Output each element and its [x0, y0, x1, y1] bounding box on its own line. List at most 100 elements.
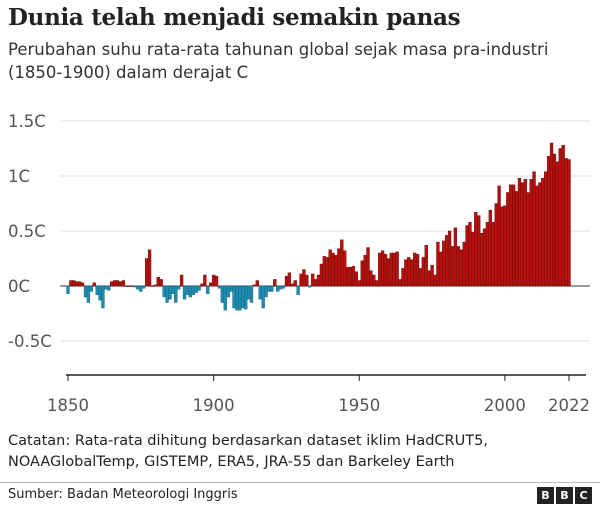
- bar-1940: [328, 249, 332, 287]
- x-axis: 1850 1900 1950 2000 2022: [47, 374, 590, 415]
- bar-1943: [337, 248, 341, 287]
- bar-1975: [430, 264, 434, 287]
- bar-2017: [552, 153, 557, 287]
- bar-1949: [354, 271, 359, 287]
- bar-1968: [410, 259, 414, 287]
- bar-1883: [162, 285, 166, 298]
- bar-1960: [386, 258, 391, 287]
- bar-1930: [299, 273, 303, 287]
- bar-1954: [369, 270, 373, 287]
- bar-1867: [115, 280, 120, 287]
- bar-1864: [107, 285, 111, 291]
- bar-1942: [334, 254, 338, 287]
- bar-1945: [343, 250, 347, 287]
- bar-1935: [313, 279, 318, 287]
- temperature-bar-chart: 1.5C 1C 0.5C 0C -0.5C 1850 1900 1950 2000 2022: [8, 112, 590, 415]
- bar-1929: [296, 285, 300, 296]
- bar-1922: [276, 285, 280, 292]
- bar-1994: [485, 221, 490, 287]
- bar-1990: [474, 212, 478, 287]
- bar-1893: [191, 285, 195, 296]
- bar-2004: [514, 191, 519, 287]
- bar-1948: [351, 266, 356, 287]
- bar-1952: [363, 254, 367, 287]
- bar-1995: [488, 209, 493, 287]
- bar-1872: [130, 285, 134, 287]
- bar-1996: [491, 221, 495, 287]
- bar-2008: [526, 192, 530, 287]
- bar-1984: [456, 246, 460, 287]
- bar-1892: [188, 285, 192, 298]
- bar-1974: [427, 270, 431, 287]
- bar-1888: [177, 285, 181, 290]
- bar-1851: [69, 280, 73, 287]
- bar-1856: [83, 285, 88, 298]
- bars: [66, 142, 571, 311]
- bar-1874: [136, 285, 140, 290]
- bar-1939: [325, 257, 329, 287]
- bar-1971: [418, 268, 423, 287]
- bar-1947: [348, 267, 353, 287]
- bar-1958: [380, 250, 385, 287]
- bar-1868: [118, 281, 123, 287]
- bar-1901: [214, 275, 219, 287]
- bar-1887: [174, 285, 178, 303]
- bar-1985: [459, 249, 463, 287]
- bar-1914: [252, 284, 257, 287]
- bar-1946: [345, 267, 350, 287]
- bar-1895: [197, 285, 201, 291]
- bar-1861: [98, 285, 102, 301]
- source-text: Sumber: Badan Meteorologi Inggris: [8, 487, 238, 502]
- bar-1912: [246, 285, 251, 300]
- bar-1917: [261, 285, 265, 309]
- bar-1860: [95, 285, 99, 296]
- bar-1941: [331, 252, 335, 287]
- bar-2011: [535, 185, 539, 287]
- bar-1964: [398, 279, 402, 287]
- y-axis-labels: 1.5C 1C 0.5C 0C -0.5C: [8, 112, 52, 351]
- bar-1897: [203, 274, 207, 287]
- bar-1905: [226, 285, 230, 298]
- bar-1913: [249, 285, 254, 303]
- bar-1934: [311, 273, 315, 287]
- bar-2020: [561, 144, 565, 287]
- bar-1951: [360, 260, 364, 287]
- bar-2013: [541, 177, 545, 287]
- bar-1885: [168, 285, 172, 300]
- bar-1966: [404, 259, 408, 287]
- bar-1961: [389, 252, 393, 287]
- y-tick-label: 1.5C: [8, 112, 46, 131]
- bar-1937: [319, 263, 324, 287]
- y-tick-label: 1C: [8, 167, 30, 186]
- bar-2016: [549, 142, 554, 287]
- bar-2005: [517, 177, 522, 287]
- bar-1910: [241, 285, 245, 309]
- bar-1890: [182, 285, 187, 300]
- bar-1873: [133, 285, 137, 288]
- bar-1969: [412, 252, 417, 287]
- y-tick-label: 0C: [8, 277, 30, 296]
- bar-1921: [273, 279, 277, 287]
- bar-1928: [293, 280, 297, 287]
- bar-1855: [80, 282, 85, 287]
- bar-1992: [479, 232, 484, 287]
- x-tick-label: 1850: [47, 396, 89, 415]
- bar-1886: [171, 285, 175, 294]
- bar-1970: [415, 253, 420, 287]
- bar-2021: [564, 158, 568, 287]
- bar-1938: [322, 256, 326, 287]
- bar-1981: [447, 230, 452, 287]
- bar-1936: [316, 274, 321, 287]
- bar-1879: [150, 285, 155, 287]
- bar-1926: [287, 272, 292, 287]
- bar-1869: [121, 280, 125, 287]
- bar-1972: [421, 257, 426, 287]
- bar-1982: [450, 246, 455, 287]
- x-tick-label: 2022: [548, 396, 590, 415]
- bar-1957: [378, 252, 382, 287]
- bar-2001: [506, 192, 510, 287]
- bar-1865: [110, 281, 114, 287]
- bar-1900: [211, 274, 216, 287]
- bar-1988: [468, 221, 472, 287]
- bar-1889: [179, 274, 184, 287]
